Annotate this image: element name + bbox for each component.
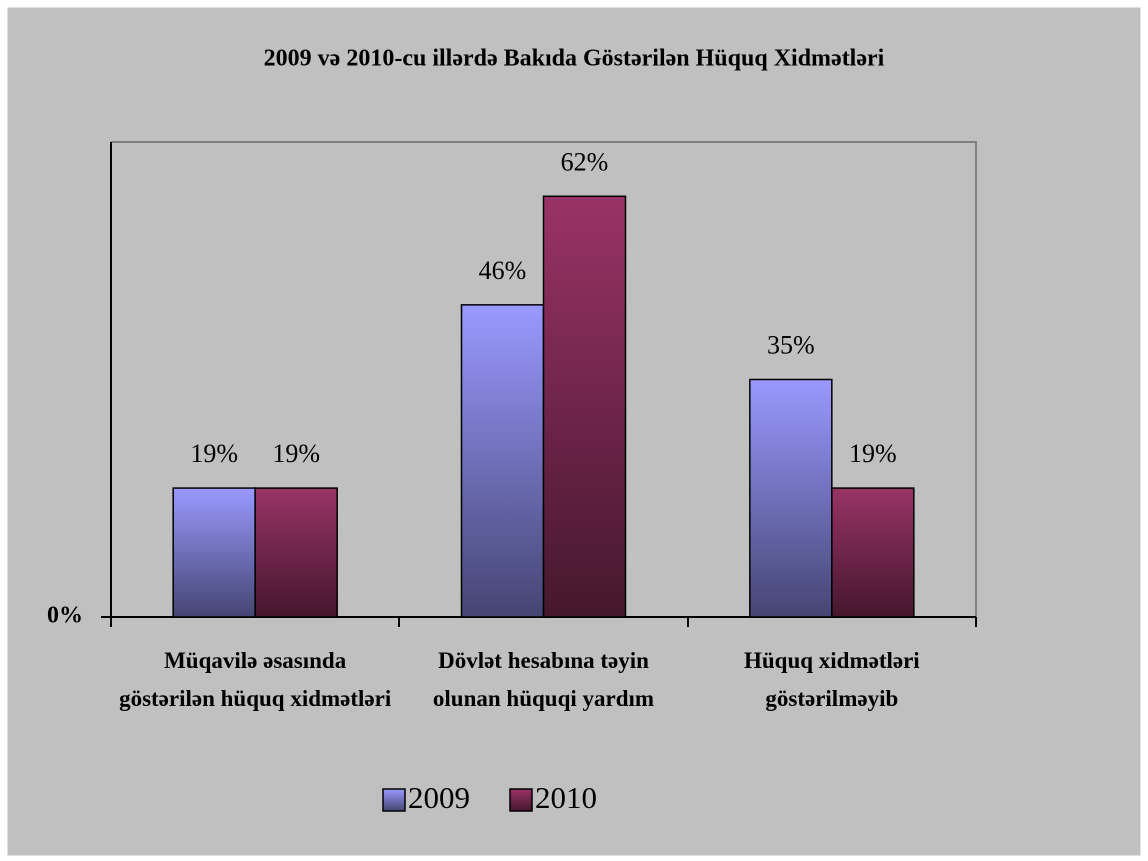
- x-tick-label: Müqavilə əsasında göstərilən hüquq xidmə…: [119, 648, 392, 711]
- x-tick-label: Dövlət hesabına təyin olunan hüquqi yard…: [432, 648, 655, 711]
- x-tick-label-box: Hüquq xidmətləri göstərilməyib: [743, 648, 920, 711]
- bar: [172, 487, 256, 618]
- bar: [749, 378, 833, 618]
- bar: [254, 487, 338, 618]
- legend-label: 2009: [408, 780, 470, 815]
- bar: [831, 487, 915, 618]
- bar: [460, 304, 545, 618]
- y-tick-label: 0%: [47, 603, 83, 629]
- plot-border: [111, 141, 977, 617]
- data-label: 62%: [561, 147, 609, 176]
- bar: [542, 195, 627, 618]
- data-label: 19%: [190, 439, 238, 468]
- data-label: 35%: [767, 330, 815, 359]
- legend-swatch: [509, 788, 533, 812]
- data-label: 19%: [272, 439, 320, 468]
- data-label: 19%: [849, 439, 897, 468]
- x-tick-label: Hüquq xidmətləri göstərilməyib: [743, 648, 920, 711]
- legend-label: 2010: [535, 780, 597, 815]
- x-tick-label-box: Müqavilə əsasında göstərilən hüquq xidmə…: [119, 648, 392, 711]
- x-tick-label-box: Dövlət hesabına təyin olunan hüquqi yard…: [432, 648, 655, 711]
- chart-title: 2009 və 2010-cu illərdə Bakıda Göstərilə…: [264, 46, 885, 72]
- data-label: 46%: [479, 256, 527, 285]
- legend-swatch: [382, 788, 406, 812]
